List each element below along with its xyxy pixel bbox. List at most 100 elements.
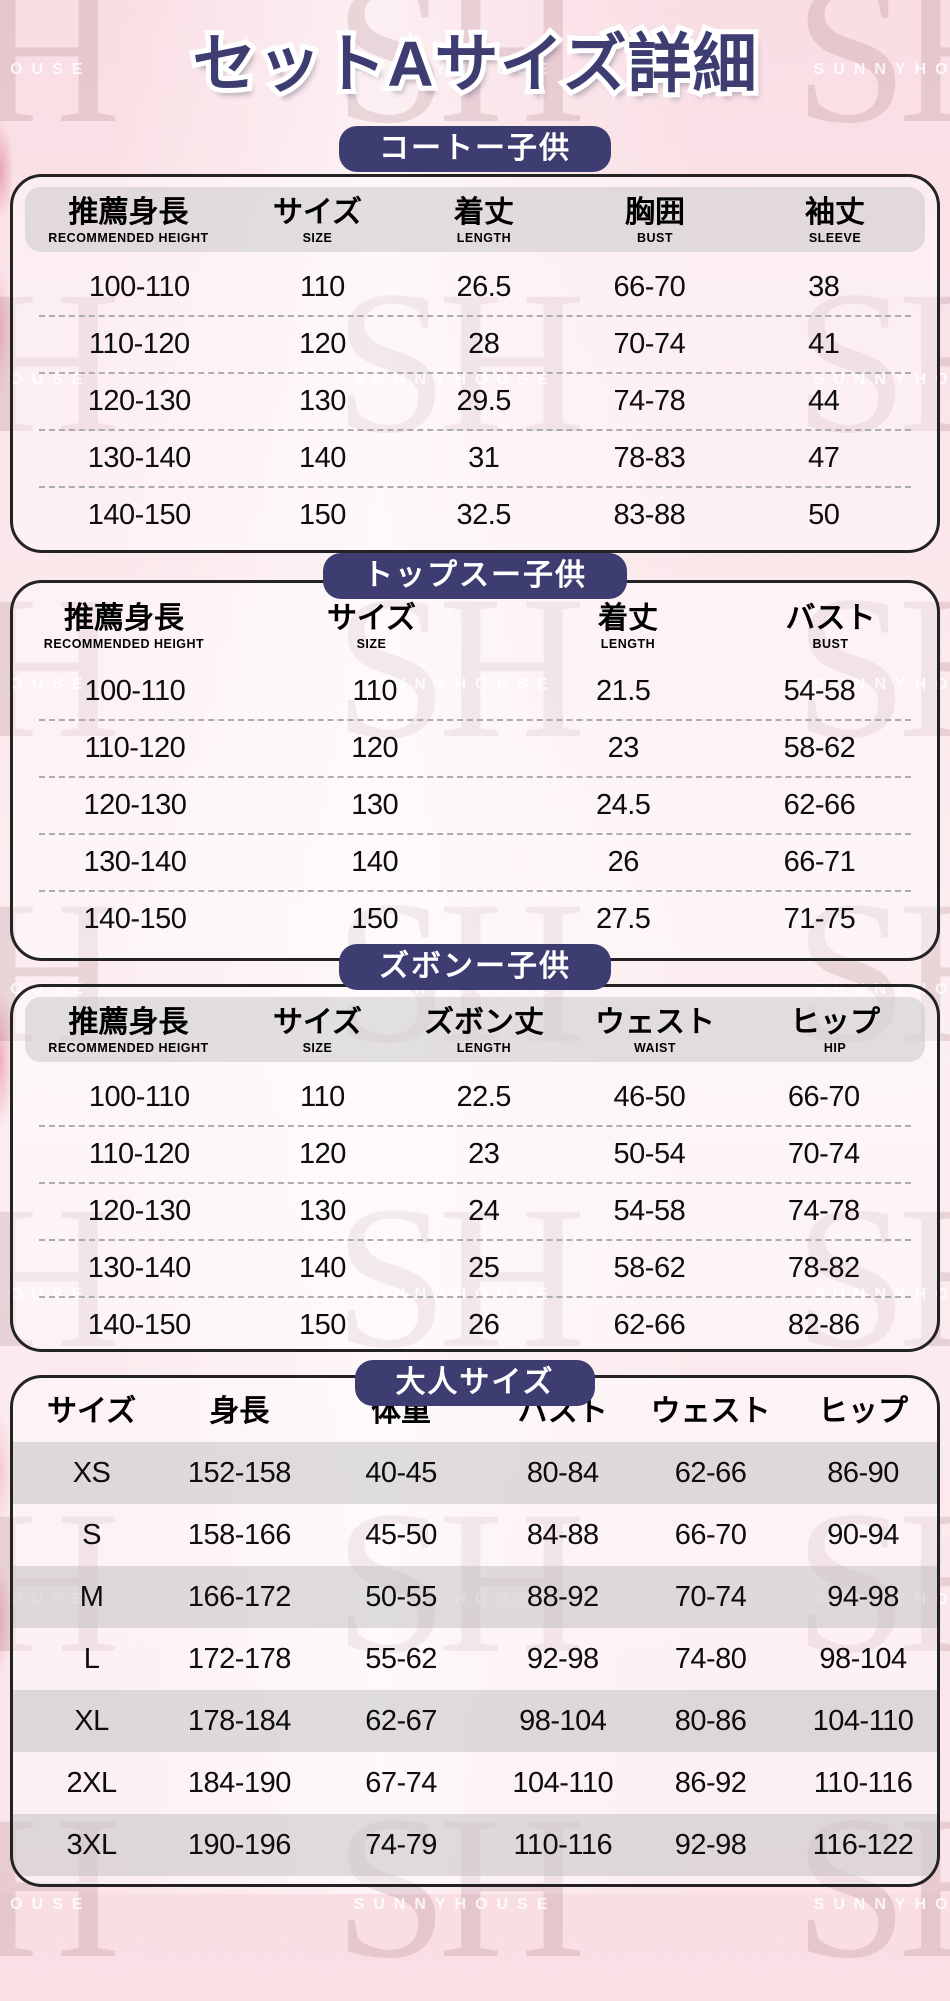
column-header: バスト BUST [736,601,925,652]
table-row: 140-150 150 32.5 83-88 50 [39,486,911,543]
data-cell: 82-86 [787,1309,860,1341]
data-cell: 40-45 [365,1456,437,1489]
data-cell: 41 [808,328,840,360]
data-cell: 130 [298,385,346,417]
table-row: 120-130 130 24.5 62-66 [39,776,911,833]
data-cell: 50-55 [365,1580,437,1613]
data-cell: 100-110 [84,675,186,707]
coat-kids-badge: コートー子供 [339,126,611,172]
data-cell: 100-110 [88,271,190,303]
column-header-jp: 胸囲 [625,196,685,229]
data-cell: 62-66 [613,1309,686,1341]
column-header-en: SIZE [356,637,387,651]
data-cell: 110 [300,271,345,303]
data-cell: 130 [298,1195,346,1227]
column-header-en: SIZE [302,1041,333,1055]
table-body: 100-110 110 22.5 46-50 66-70 110-120 120 23 50-5… [13,1070,937,1349]
watermark-brand-text: SUNNYHOUSE [813,1896,950,1914]
data-cell: 140 [298,1252,346,1284]
data-cell: 80-84 [526,1456,599,1489]
table-row: 3XL 190-196 74-79 110-116 92-98 116-122 [13,1814,937,1876]
data-cell: 184-190 [187,1766,291,1799]
data-cell: 44 [808,385,840,417]
page-title: セットAサイズ詳細 [0,28,950,102]
data-cell: 86-92 [674,1766,747,1799]
data-cell: 140-150 [83,903,187,935]
data-cell: 27.5 [595,903,651,935]
data-cell: 50-54 [613,1138,686,1170]
column-header: ウェスト WAIST [565,1005,745,1056]
data-cell: 74-80 [674,1642,747,1675]
coat-kids-section: コートー子供 推薦身長 RECOMMENDED HEIGHT サイズ SIZE 着丈 LE… [0,126,950,553]
data-cell: 84-88 [526,1518,599,1551]
data-cell: 140-150 [87,499,191,531]
data-cell: 152-158 [187,1456,291,1489]
data-cell: 150 [298,1309,346,1341]
data-cell: 90-94 [827,1518,899,1551]
data-cell: 178-184 [187,1704,291,1737]
column-header-jp: サイズ [272,1006,363,1039]
column-header-jp: ヒップ [818,1395,909,1428]
data-cell: 88-92 [526,1580,599,1613]
column-header-en: BUST [636,231,674,245]
data-cell: 26 [607,846,640,878]
data-cell: 130-140 [87,442,191,474]
data-cell: 23 [468,1138,500,1170]
data-cell: 110-120 [88,1138,190,1170]
column-header-en: SLEEVE [808,231,862,245]
column-header-jp: 推薦身長 [68,1006,189,1039]
data-cell: S [82,1518,101,1551]
data-cell: 50 [808,499,840,531]
column-header-en: SIZE [302,231,333,245]
table-row: 110-120 120 28 70-74 41 [39,315,911,372]
data-cell: 110-116 [813,1766,913,1799]
column-header-jp: 着丈 [598,602,658,635]
column-header-jp: 推薦身長 [64,602,184,635]
data-cell: 66-71 [783,846,856,878]
tops-kids-badge: トップスー子供 [323,553,627,599]
table-header-row: 推薦身長 RECOMMENDED HEIGHT サイズ SIZE ズボン丈 LENGTH ウ… [25,997,925,1062]
table-row: M 166-172 50-55 88-92 70-74 94-98 [13,1566,937,1628]
table-body: 100-110 110 21.5 54-58 110-120 120 23 58-62 120-… [13,664,937,947]
data-cell: 78-82 [787,1252,860,1284]
data-cell: 74-78 [787,1195,860,1227]
column-header-en: RECOMMENDED HEIGHT [48,231,209,245]
table-row: S 158-166 45-50 84-88 66-70 90-94 [13,1504,937,1566]
data-cell: 25 [468,1252,500,1284]
table-row: XL 178-184 62-67 98-104 80-86 104-110 [13,1690,937,1752]
column-header-en: LENGTH [456,1041,512,1055]
data-cell: 120 [298,328,346,360]
data-cell: 28 [468,328,500,360]
adult-size-section: 大人サイズ サイズ 身長 体重 バスト ウェスト ヒップ XS 152-158 40-45 80-… [0,1360,950,1887]
table-row: 120-130 130 29.5 74-78 44 [39,372,911,429]
pants-kids-table: 推薦身長 RECOMMENDED HEIGHT サイズ SIZE ズボン丈 LENGTH ウ… [10,984,940,1352]
adult-size-badge: 大人サイズ [355,1360,595,1406]
table-body: 100-110 110 26.5 66-70 38 110-120 120 28 70-74 41… [13,260,937,543]
table-row: 110-120 120 23 50-54 70-74 [39,1125,911,1182]
data-cell: 86-90 [827,1456,899,1489]
table-row: 130-140 140 31 78-83 47 [39,429,911,486]
watermark-brand-text: SUNNYHOUSE [0,1896,92,1914]
column-header-jp: ズボン丈 [424,1006,544,1039]
data-cell: 110 [352,675,398,707]
data-cell: 55-62 [365,1642,437,1675]
pants-kids-section: ズボンー子供 推薦身長 RECOMMENDED HEIGHT サイズ SIZE ズボン丈… [0,944,950,1352]
data-cell: 58-62 [613,1252,686,1284]
data-cell: 24 [468,1195,500,1227]
data-cell: 54-58 [783,675,856,707]
table-header-row: 推薦身長 RECOMMENDED HEIGHT サイズ SIZE 着丈 LENGTH 胸囲 B… [25,187,925,252]
table-header-row: 推薦身長 RECOMMENDED HEIGHT サイズ SIZE 着丈 LENGTH バスト… [25,601,925,652]
watermark-brand-text: SUNNYHOUSE [353,1896,557,1914]
data-cell: 116-122 [812,1828,914,1861]
size-chart-page: セットAサイズ詳細 コートー子供 推薦身長 RECOMMENDED HEIGHT サ… [0,0,950,1887]
column-header: 袖丈 SLEEVE [745,195,925,246]
table-row: 130-140 140 26 66-71 [39,833,911,890]
data-cell: 66-70 [787,1081,860,1113]
data-cell: 150 [351,903,399,935]
data-cell: 172-178 [187,1642,291,1675]
data-cell: 120 [298,1138,346,1170]
column-header-en: LENGTH [600,637,656,651]
data-cell: 120 [351,732,399,764]
data-cell: XS [72,1456,111,1489]
data-cell: 62-66 [783,789,856,821]
